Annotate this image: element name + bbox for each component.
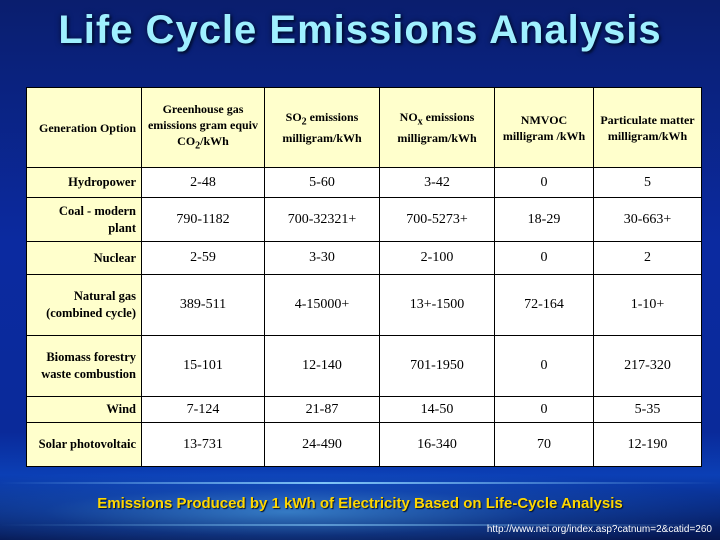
cell-ghg: 2-48 xyxy=(141,167,265,198)
cell-so2: 21-87 xyxy=(264,396,380,423)
table-row: Solar photovoltaic 13-731 24-490 16-340 … xyxy=(26,422,702,467)
cell-so2: 4-15000+ xyxy=(264,274,380,336)
table-row: Wind 7-124 21-87 14-50 0 5-35 xyxy=(26,396,702,423)
emissions-table: Generation Option Greenhouse gas emissio… xyxy=(26,87,702,467)
cell-nox: 3-42 xyxy=(379,167,495,198)
header-nox-formula: NO xyxy=(399,109,418,124)
cell-ghg: 790-1182 xyxy=(141,197,265,242)
cell-nmvoc: 0 xyxy=(494,335,594,397)
header-particulate: Particulate matter milligram/kWh xyxy=(593,87,702,168)
cell-particulate: 30-663+ xyxy=(593,197,702,242)
cell-nmvoc: 0 xyxy=(494,396,594,423)
cell-nmvoc: 72-164 xyxy=(494,274,594,336)
cell-ghg: 7-124 xyxy=(141,396,265,423)
light-streak xyxy=(0,482,720,484)
cell-nmvoc: 18-29 xyxy=(494,197,594,242)
header-ghg-line1: Greenhouse gas emissions xyxy=(147,101,244,132)
header-ghg-line2: gram equiv xyxy=(199,117,259,132)
row-label: Natural gas (combined cycle) xyxy=(26,274,142,336)
cell-particulate: 217-320 xyxy=(593,335,702,397)
cell-so2: 12-140 xyxy=(264,335,380,397)
cell-so2: 3-30 xyxy=(264,241,380,275)
header-nox: NOx emissions milligram/kWh xyxy=(379,87,495,168)
header-ghg-subscript: 2 xyxy=(195,140,201,152)
cell-particulate: 2 xyxy=(593,241,702,275)
cell-ghg: 389-511 xyxy=(141,274,265,336)
table-caption: Emissions Produced by 1 kWh of Electrici… xyxy=(97,495,623,512)
light-streak xyxy=(0,524,720,526)
table-header-row: Generation Option Greenhouse gas emissio… xyxy=(26,87,702,168)
cell-so2: 700-32321+ xyxy=(264,197,380,242)
cell-nmvoc: 70 xyxy=(494,422,594,467)
cell-ghg: 13-731 xyxy=(141,422,265,467)
header-ghg-unit: /kWh xyxy=(200,133,229,148)
slide-title: Life Cycle Emissions Analysis xyxy=(58,8,662,52)
cell-particulate: 5 xyxy=(593,167,702,198)
background-glow xyxy=(0,470,720,540)
row-label: Solar photovoltaic xyxy=(26,422,142,467)
cell-particulate: 12-190 xyxy=(593,422,702,467)
cell-ghg: 15-101 xyxy=(141,335,265,397)
cell-nox: 700-5273+ xyxy=(379,197,495,242)
cell-so2: 5-60 xyxy=(264,167,380,198)
row-label: Hydropower xyxy=(26,167,142,198)
header-nox-rest: emissions milligram/kWh xyxy=(397,109,477,146)
cell-nox: 13+-1500 xyxy=(379,274,495,336)
cell-nox: 14-50 xyxy=(379,396,495,423)
row-label: Biomass forestry waste combustion xyxy=(26,335,142,397)
table-row: Hydropower 2-48 5-60 3-42 0 5 xyxy=(26,167,702,198)
header-nmvoc: NMVOC milligram /kWh xyxy=(494,87,594,168)
table-row: Nuclear 2-59 3-30 2-100 0 2 xyxy=(26,241,702,275)
header-greenhouse-gas: Greenhouse gas emissions gram equiv CO2/… xyxy=(141,87,265,168)
row-label: Wind xyxy=(26,396,142,423)
header-so2-subscript: 2 xyxy=(301,116,307,128)
cell-so2: 24-490 xyxy=(264,422,380,467)
cell-nox: 2-100 xyxy=(379,241,495,275)
table-row: Biomass forestry waste combustion 15-101… xyxy=(26,335,702,397)
row-label: Nuclear xyxy=(26,241,142,275)
table-row: Coal - modern plant 790-1182 700-32321+ … xyxy=(26,197,702,242)
header-so2-formula: SO xyxy=(285,109,302,124)
header-generation-option: Generation Option xyxy=(26,87,142,168)
header-so2: SO2 emissions milligram/kWh xyxy=(264,87,380,168)
source-url: http://www.nei.org/index.asp?catnum=2&ca… xyxy=(486,524,712,535)
cell-nmvoc: 0 xyxy=(494,167,594,198)
cell-nox: 16-340 xyxy=(379,422,495,467)
header-so2-rest: emissions milligram/kWh xyxy=(282,109,362,146)
row-label: Coal - modern plant xyxy=(26,197,142,242)
cell-particulate: 1-10+ xyxy=(593,274,702,336)
header-nox-subscript: x xyxy=(417,116,423,128)
cell-nmvoc: 0 xyxy=(494,241,594,275)
table-row: Natural gas (combined cycle) 389-511 4-1… xyxy=(26,274,702,336)
header-ghg-formula: CO xyxy=(177,133,196,148)
cell-nox: 701-1950 xyxy=(379,335,495,397)
cell-particulate: 5-35 xyxy=(593,396,702,423)
cell-ghg: 2-59 xyxy=(141,241,265,275)
